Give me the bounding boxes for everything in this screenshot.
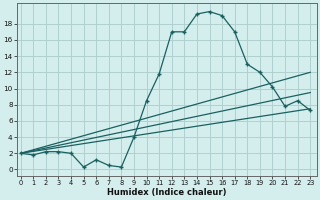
X-axis label: Humidex (Indice chaleur): Humidex (Indice chaleur) [107, 188, 227, 197]
